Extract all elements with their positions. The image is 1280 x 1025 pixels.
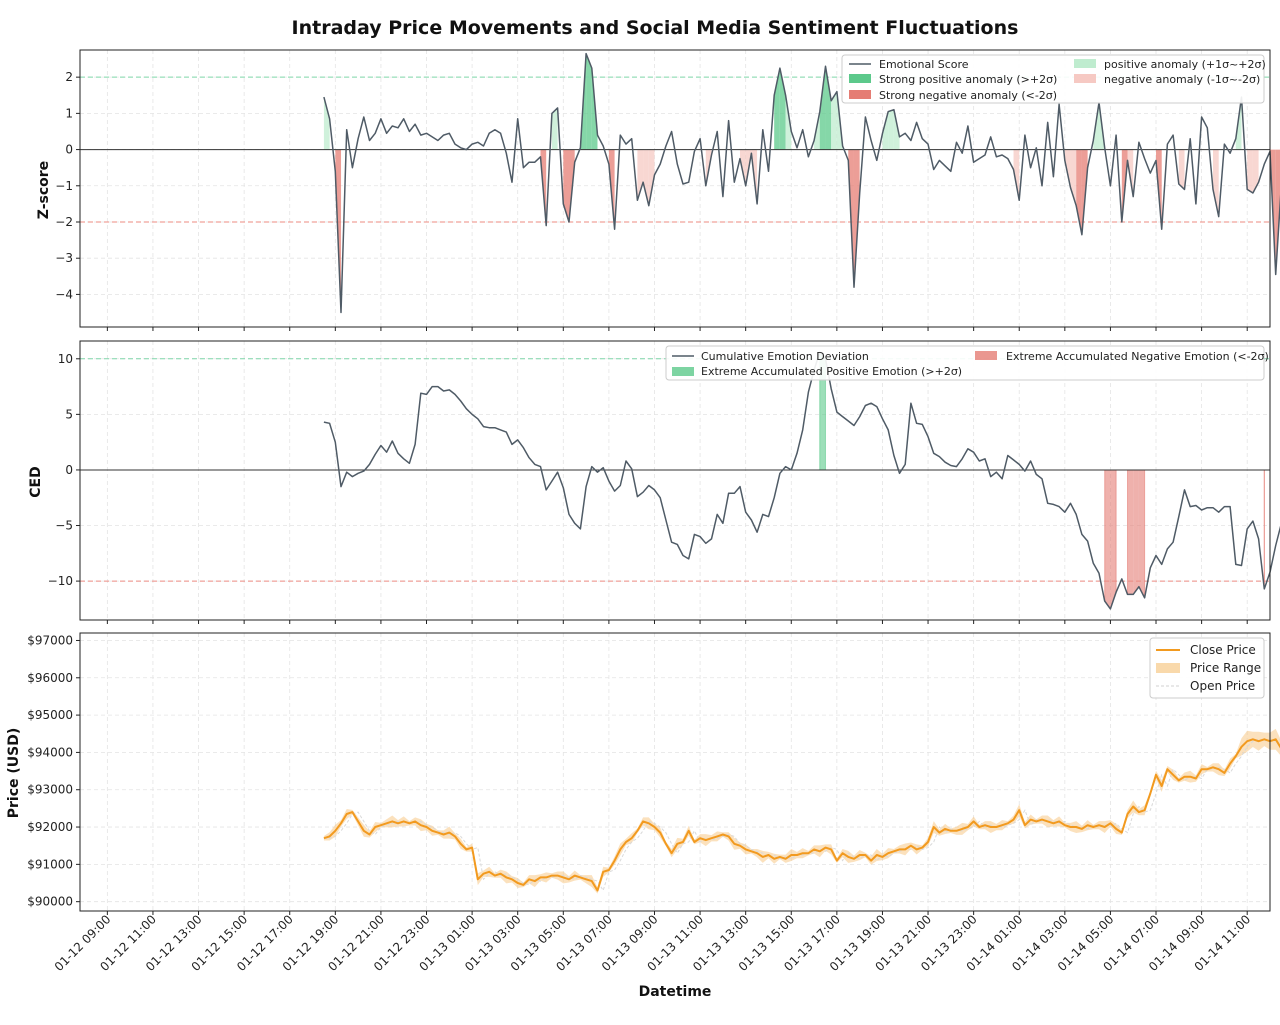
anomaly-fill [1275, 149, 1280, 275]
legend-swatch [1074, 59, 1096, 68]
y-tick-label: −5 [55, 519, 73, 533]
extreme-fill [819, 352, 826, 470]
plot-frame [79, 340, 1271, 621]
anomaly-fill [637, 149, 644, 201]
legend-label: Open Price [1190, 679, 1255, 693]
anomaly-fill [1247, 149, 1253, 194]
anomaly-fill [648, 149, 655, 206]
y-tick-label: 10 [58, 352, 73, 366]
price-axis-label: Price (USD) [6, 728, 22, 819]
legend-box [841, 54, 1265, 104]
legend-swatch [672, 367, 694, 376]
y-tick-label: $92000 [27, 820, 73, 834]
extreme-fill [1133, 469, 1139, 595]
y-ticks: −10 −5 0 5 10 [48, 352, 80, 588]
legend-box [1149, 637, 1265, 699]
plot-frame [79, 49, 1271, 328]
gridlines [80, 633, 1270, 911]
zscore-axis-label: Z-score [36, 161, 52, 219]
legend-label: Extreme Accumulated Negative Emotion (<-… [1006, 350, 1269, 363]
anomaly-fill [831, 91, 837, 150]
open-price-line [323, 738, 1280, 892]
legend: Cumulative Emotion Deviation Extreme Accu… [665, 345, 1269, 381]
legend-label: Cumulative Emotion Deviation [701, 350, 869, 363]
legend-label: Close Price [1190, 643, 1256, 657]
gridlines [80, 341, 1270, 620]
legend-label: Price Range [1190, 661, 1261, 675]
emotional-score-line [323, 52, 1280, 314]
anomaly-fill [1213, 149, 1219, 217]
y-tick-label: 0 [65, 463, 73, 477]
y-tick-label: $91000 [27, 857, 73, 871]
y-tick-label: $90000 [27, 895, 73, 909]
anomaly-fill [1013, 149, 1020, 201]
y-tick-label: 0 [65, 143, 73, 157]
legend-swatch [975, 351, 997, 360]
legend-label: Emotional Score [879, 58, 969, 71]
anomaly-fill [1252, 149, 1259, 194]
extreme-fill [1127, 469, 1134, 595]
anomaly-fill [882, 111, 889, 150]
y-tick-label: 5 [65, 407, 73, 421]
legend: Emotional Score Strong positive anomaly (… [841, 54, 1266, 104]
y-tick-label: $93000 [27, 783, 73, 797]
y-tick-label: −4 [55, 287, 73, 301]
extreme-fills [819, 352, 1265, 609]
legend-label: positive anomaly (+1σ~+2σ) [1104, 58, 1266, 71]
legend-label: negative anomaly (-1σ~-2σ) [1104, 73, 1260, 86]
ced-axis-label: CED [28, 466, 44, 497]
y-tick-label: −1 [55, 179, 73, 193]
legend-swatch [849, 90, 871, 99]
y-tick-label: −10 [48, 574, 73, 588]
extreme-fill [1104, 469, 1111, 609]
anomaly-fill [563, 149, 569, 222]
y-tick-label: 1 [65, 106, 73, 120]
anomaly-fill [586, 53, 592, 150]
legend-label: Extreme Accumulated Positive Emotion (>+… [701, 365, 962, 378]
legend-swatch [1074, 74, 1096, 83]
x-axis-label: Datetime [639, 984, 712, 1000]
anomaly-fill [323, 97, 330, 150]
cumulative-emotion-deviation-line [323, 351, 1280, 610]
y-tick-label: −3 [55, 251, 73, 265]
anomaly-fill [819, 66, 826, 150]
x-ticks [106, 911, 1248, 915]
plot-frame [79, 632, 1271, 912]
ced-panel: −10 −5 0 5 10 Cumulative Emotion Deviation Ext… [48, 340, 1280, 624]
y-tick-label: $95000 [27, 708, 73, 722]
legend-box [665, 345, 1265, 381]
y-tick-label: $97000 [27, 633, 73, 647]
x-ticks [106, 327, 1248, 331]
legend-swatch [1156, 663, 1180, 673]
y-tick-label: $94000 [27, 745, 73, 759]
y-tick-label: −2 [55, 215, 73, 229]
anomaly-fill [643, 149, 649, 206]
zscore-panel: −4 −3 −2 −1 0 1 2 Emotional Score Strong positiv… [55, 49, 1280, 331]
extreme-fill [1110, 469, 1117, 609]
close-price-line [323, 738, 1280, 892]
anomaly-fill [551, 107, 558, 150]
extreme-fill [1138, 469, 1145, 598]
legend-label: Strong negative anomaly (<-2σ) [879, 89, 1057, 102]
x-ticks [106, 620, 1248, 624]
legend-label: Strong positive anomaly (>+2σ) [879, 73, 1057, 86]
anomaly-fill [1178, 149, 1185, 190]
chart-title: Intraday Price Movements and Social Medi… [292, 17, 1019, 39]
anomaly-fill [1076, 149, 1082, 235]
y-ticks: $90000 $91000 $92000 $93000 $94000 $95000 $960… [27, 633, 80, 909]
legend: Close Price Price Range Open Price [1149, 637, 1265, 699]
y-ticks: −4 −3 −2 −1 0 1 2 [55, 70, 80, 301]
legend-swatch [849, 74, 871, 83]
price-panel: $90000 $91000 $92000 $93000 $94000 $95000 $960… [27, 632, 1280, 974]
anomaly-fill [888, 109, 894, 150]
y-tick-label: $96000 [27, 671, 73, 685]
anomaly-fill [825, 66, 832, 150]
y-tick-label: 2 [65, 70, 73, 84]
